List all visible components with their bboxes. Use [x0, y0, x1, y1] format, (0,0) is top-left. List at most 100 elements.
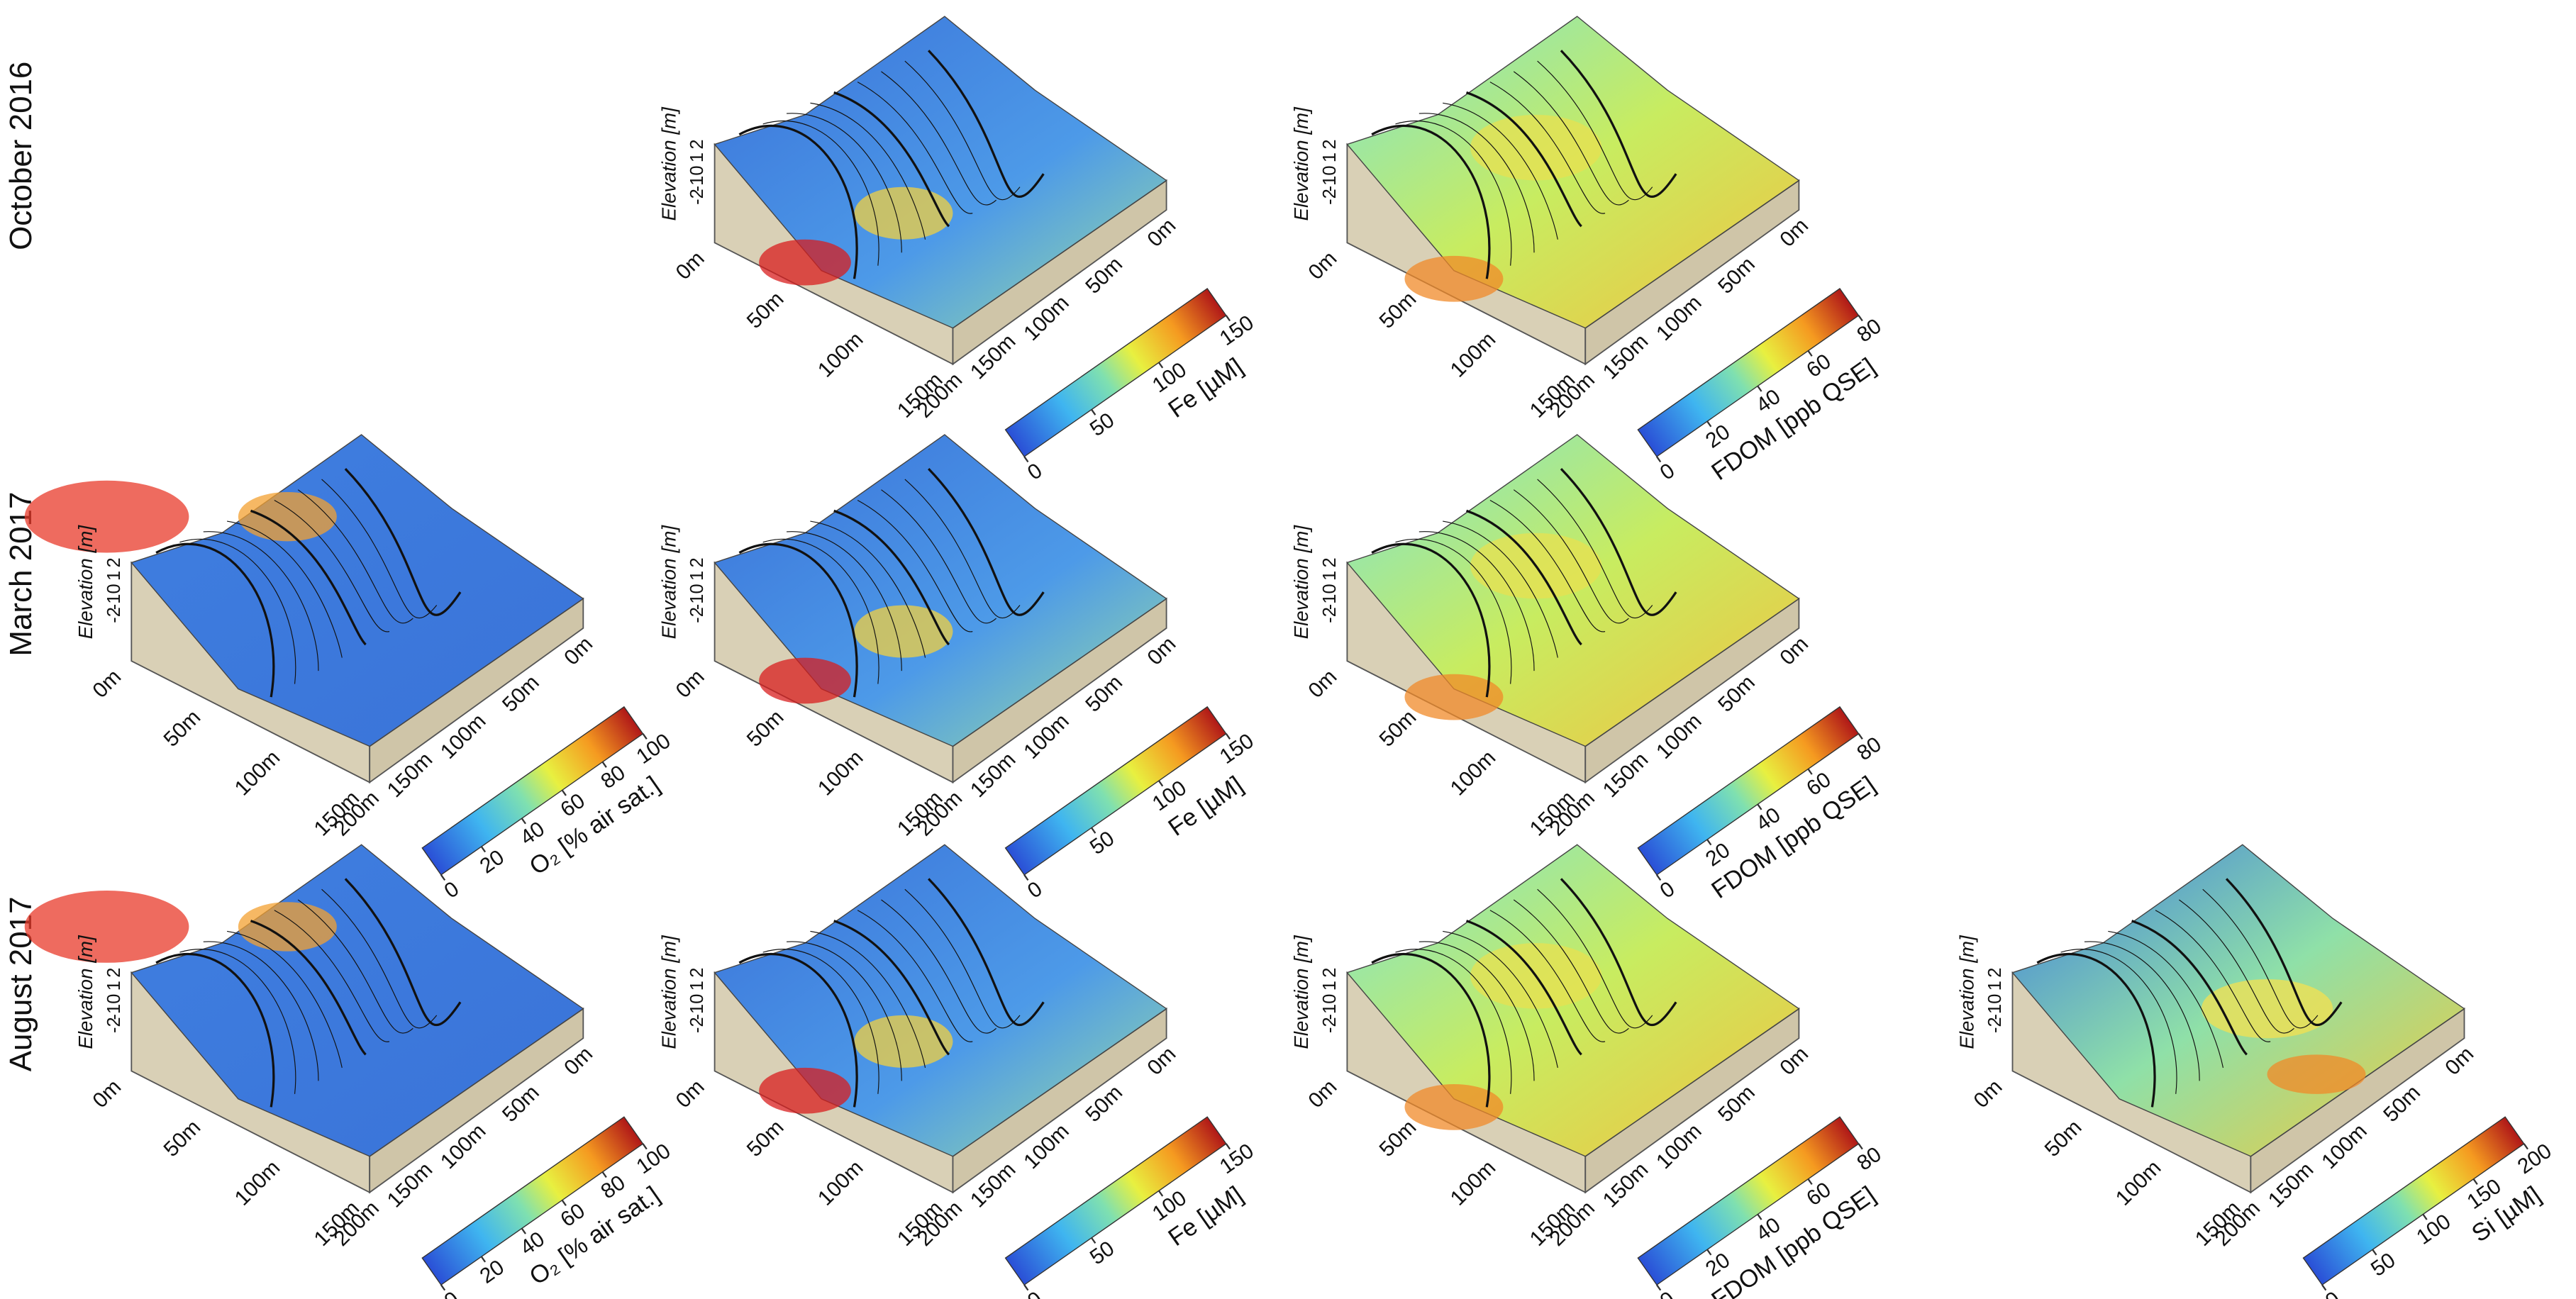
- elevation-tick: -2: [104, 607, 124, 623]
- colorbar-tick: [1225, 315, 1231, 322]
- contour-line: [1466, 91, 1582, 228]
- colorbar-tick-label: 20: [476, 1256, 509, 1288]
- distance-tick: 100m: [231, 1156, 285, 1210]
- elevation-tick: 1: [687, 571, 707, 581]
- colorbar-tick: [601, 761, 607, 768]
- concentration-patch: [854, 186, 953, 240]
- contour-line: [321, 479, 438, 618]
- contour-line: [1419, 531, 1535, 671]
- elevation-tick: -2: [687, 189, 707, 205]
- concentration-patch: [759, 1067, 851, 1114]
- distance-tick: 50m: [743, 706, 789, 752]
- distance-tick: 50m: [2041, 1115, 2087, 1161]
- elevation-tick: -2: [1985, 1017, 2005, 1033]
- contour-line: [881, 71, 997, 206]
- contour-line: [179, 949, 296, 1094]
- colorbar-tick: [440, 1284, 446, 1291]
- distance-tick: 0m: [1304, 1075, 1342, 1113]
- contour-line: [2060, 949, 2177, 1094]
- contour-line: [179, 538, 296, 684]
- colorbar-tick-label: 80: [1853, 732, 1885, 765]
- elevation-tick: 2: [104, 968, 124, 978]
- elevation-tick: 0: [104, 584, 124, 593]
- colorbar-tick: [1656, 1284, 1662, 1291]
- contour-line: [857, 910, 973, 1042]
- distance-tick: 100m: [814, 1156, 868, 1210]
- elevation-tick: -2: [104, 1017, 124, 1033]
- contour-line: [1443, 930, 1558, 1068]
- contour-line: [1395, 949, 1512, 1094]
- panel: Elevation [m] 210-1-20m50m100m150m200m150…: [24, 434, 675, 903]
- elevation-tick: 0: [1320, 994, 1340, 1004]
- colorbar-tick-label: 0: [1023, 877, 1047, 903]
- contour-line: [738, 124, 858, 279]
- colorbar-tick: [1091, 1237, 1097, 1244]
- contour-line: [274, 499, 390, 632]
- concentration-patch: [238, 491, 337, 542]
- distance-tick: 50m: [743, 1115, 789, 1161]
- colorbar-tick: [2422, 1213, 2428, 1220]
- contour-line: [904, 888, 1021, 1029]
- concentration-patch: [854, 605, 953, 658]
- distance-tick: 50m: [1375, 287, 1421, 333]
- contour-line: [928, 50, 1045, 199]
- elevation-tick: 1: [1985, 981, 2005, 991]
- colorbar-tick: [1858, 1143, 1863, 1150]
- elevation-tick: -2: [1320, 189, 1340, 205]
- colorbar-tick: [1706, 420, 1712, 428]
- contour-line: [904, 479, 1021, 618]
- colorbar-tick: [440, 874, 446, 881]
- concentration-patch: [1404, 255, 1504, 302]
- elevation-tick: 2: [1320, 968, 1340, 978]
- panel: Elevation [m] 210-1-20m50m100m150m200m150…: [1290, 16, 1886, 486]
- elevation-tick: -2: [1320, 607, 1340, 623]
- distance-tick: 50m: [160, 706, 206, 752]
- colorbar-tick: [1858, 733, 1863, 740]
- colorbar-tick: [1656, 456, 1662, 463]
- colorbar-tick-label: 0: [1656, 459, 1680, 485]
- colorbar-tick: [480, 1256, 487, 1263]
- elevation-tick: 2: [1320, 139, 1340, 149]
- contour-line: [297, 899, 413, 1034]
- contour-line: [1443, 102, 1558, 240]
- elevation-tick: -1: [1320, 176, 1340, 192]
- elevation-tick: 0: [687, 994, 707, 1004]
- contour-line: [274, 910, 390, 1042]
- elevation-tick: 2: [104, 557, 124, 567]
- contour-line: [810, 102, 926, 240]
- contour-line: [1537, 60, 1653, 201]
- distance-tick: 50m: [1375, 1115, 1421, 1161]
- contour-line: [203, 531, 319, 671]
- concentration-patch: [759, 239, 851, 286]
- distance-tick: 50m: [1375, 706, 1421, 752]
- contour-line: [297, 489, 413, 624]
- elevation-tick: 1: [687, 981, 707, 991]
- contour-line: [1443, 520, 1558, 658]
- elevation-tick: -2: [687, 607, 707, 623]
- elevation-tick: 1: [104, 981, 124, 991]
- elevation-tick: -1: [687, 1004, 707, 1020]
- colorbar-tick: [1706, 1249, 1712, 1256]
- concentration-patch: [2267, 1054, 2366, 1094]
- distance-tick: 0m: [672, 1075, 709, 1113]
- contour-line: [787, 113, 902, 253]
- distance-tick: 0m: [88, 1075, 126, 1113]
- contour-line: [904, 60, 1021, 201]
- colorbar-tick-label: 50: [1086, 408, 1118, 441]
- contour-line: [227, 930, 343, 1068]
- elevation-tick: -1: [687, 594, 707, 611]
- colorbar-tick: [1091, 827, 1097, 834]
- colorbar-tick: [2372, 1249, 2377, 1256]
- colorbar-tick: [2472, 1178, 2478, 1186]
- contour-line: [1537, 479, 1653, 618]
- contour-line: [155, 953, 275, 1108]
- elevation-tick: 0: [687, 584, 707, 593]
- colorbar-tick: [2523, 1143, 2528, 1150]
- elevation-tick: 1: [687, 152, 707, 162]
- contour-line: [2179, 899, 2294, 1034]
- elevation-tick: 2: [687, 557, 707, 567]
- contour-line: [1560, 878, 1677, 1027]
- colorbar-gradient: [421, 1116, 644, 1286]
- elevation-tick: 2: [1985, 968, 2005, 978]
